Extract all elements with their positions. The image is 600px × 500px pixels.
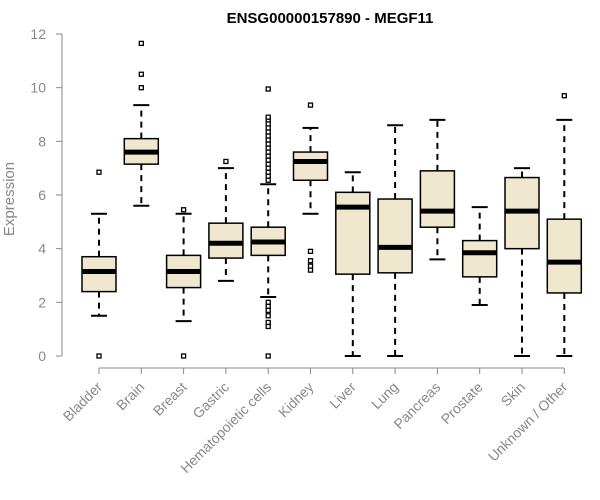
box-group (250, 86, 286, 359)
y-tick-label: 4 (38, 241, 46, 257)
box-iqr (292, 151, 329, 181)
x-tick-label: Skin (498, 379, 529, 410)
y-tick-label: 10 (30, 80, 46, 96)
x-tick-label: Liver (326, 379, 359, 412)
box-group (546, 93, 583, 357)
outlier-point (138, 71, 144, 77)
x-tick-label: Breast (150, 379, 190, 419)
box-group (165, 207, 202, 359)
outlier-point (223, 158, 229, 165)
outlier-point (307, 267, 314, 273)
box-iqr (81, 255, 117, 293)
y-tick-label: 6 (38, 187, 46, 203)
y-tick-label: 8 (38, 133, 46, 149)
y-axis: 0 2 4 6 8 10 12 (30, 26, 63, 364)
outlier-point (561, 93, 567, 99)
x-tick-label: Pancreas (390, 379, 443, 432)
outlier-point (307, 258, 314, 264)
x-tick-label: Lung (368, 379, 401, 412)
box-group (292, 102, 329, 273)
box-iqr (546, 218, 583, 294)
outlier-point (265, 323, 271, 330)
outlier-point (265, 353, 271, 359)
y-tick-label: 0 (38, 348, 46, 364)
outlier-point (265, 86, 271, 92)
box-group (81, 169, 117, 359)
x-tick-label: Brain (113, 379, 147, 413)
outlier-point (96, 169, 102, 175)
box-group (335, 171, 371, 357)
x-tick-label: Bladder (60, 379, 106, 425)
x-tick-label: Unknown / Other (485, 379, 571, 465)
box-iqr (377, 198, 413, 274)
y-tick-label: 2 (38, 294, 46, 310)
box-iqr (461, 239, 498, 278)
box-iqr (208, 222, 244, 259)
x-tick-label: Kidney (275, 379, 317, 421)
outlier-point (96, 353, 102, 359)
outlier-point (138, 40, 144, 47)
boxes-group (81, 40, 583, 359)
outlier-point (180, 353, 187, 359)
box-group (377, 124, 413, 357)
outlier-point (265, 307, 271, 314)
box-group (504, 167, 540, 357)
outlier-point (180, 207, 187, 213)
box-group (461, 206, 498, 307)
y-tick-label: 12 (30, 26, 46, 42)
box-iqr (419, 170, 456, 228)
y-axis-label: Expression (1, 162, 18, 236)
box-group (123, 40, 160, 207)
outlier-point (307, 102, 314, 108)
box-group (419, 118, 456, 261)
chart-title: ENSG00000157890 - MEGF11 (227, 10, 434, 27)
outlier-point (138, 85, 144, 91)
outlier-point (265, 313, 271, 319)
outlier-point (265, 114, 271, 120)
outlier-point (307, 248, 314, 255)
x-tick-label: Prostate (438, 379, 486, 427)
box-group (208, 158, 244, 282)
